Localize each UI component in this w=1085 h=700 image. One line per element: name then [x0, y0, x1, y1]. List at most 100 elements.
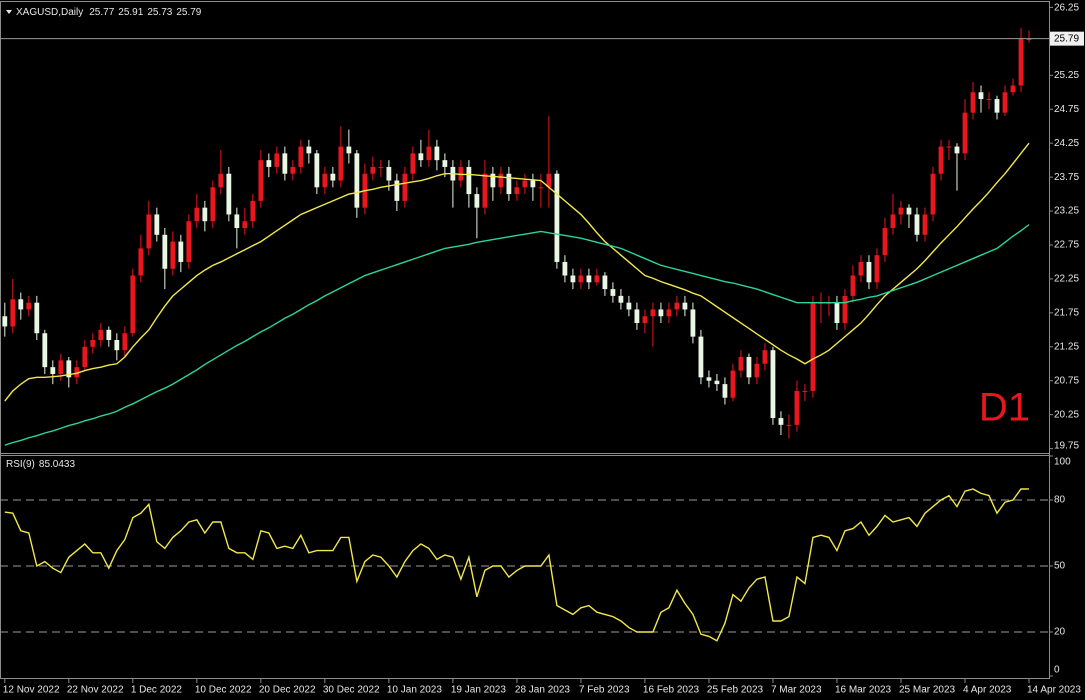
candle-body — [1026, 38, 1032, 41]
candle-body — [74, 367, 80, 378]
candle-body — [522, 180, 528, 188]
candle-body — [786, 424, 792, 426]
candle-body — [602, 275, 608, 290]
candle-body — [298, 146, 304, 167]
candle-body — [610, 289, 616, 296]
candle-body — [986, 99, 992, 101]
y-tick-label: 24.75 — [1054, 104, 1079, 115]
y-tick-label: 20 — [1054, 627, 1066, 638]
candle-body — [162, 234, 168, 269]
candle-body — [594, 275, 600, 283]
candle-body — [666, 309, 672, 317]
candle-body — [642, 316, 648, 324]
candle-body — [130, 275, 136, 334]
candle-body — [506, 173, 512, 195]
candle-body — [490, 173, 496, 188]
y-tick-label: 24.25 — [1054, 138, 1079, 149]
candle-body — [26, 302, 32, 310]
candle-body — [802, 390, 808, 392]
symbol: XAGUSD,Daily — [16, 7, 83, 18]
candle-body — [722, 384, 728, 398]
candle-body — [394, 180, 400, 201]
candle-body — [114, 340, 120, 351]
chart-header: XAGUSD,Daily 25.77 25.91 25.73 25.79 — [16, 7, 202, 18]
candle-body — [538, 187, 544, 189]
candle-body — [138, 248, 144, 276]
candle-body — [242, 221, 248, 229]
candle-body — [770, 350, 776, 419]
candle-body — [690, 309, 696, 337]
timeframe-label: D1 — [979, 386, 1030, 430]
candle-body — [626, 302, 632, 310]
ohlc-close: 25.79 — [176, 7, 201, 18]
y-tick-label: 26.25 — [1054, 3, 1079, 14]
candle-body — [386, 166, 392, 181]
candle-body — [58, 360, 64, 374]
candle-body — [1010, 85, 1016, 93]
y-tick-label: 22.25 — [1054, 274, 1079, 285]
price-tag-label: 25.79 — [1054, 33, 1079, 44]
candle-body — [50, 367, 56, 374]
candle-body — [410, 153, 416, 174]
candle-body — [970, 92, 976, 113]
candle-body — [226, 173, 232, 215]
candle-body — [650, 309, 656, 317]
candle-body — [938, 146, 944, 174]
x-tick-label: 20 Dec 2022 — [259, 685, 316, 696]
rsi-line — [4, 488, 1030, 642]
candle-body — [714, 380, 720, 385]
candle-body — [922, 214, 928, 235]
candle-body — [2, 316, 8, 327]
candle-body — [434, 146, 440, 161]
candle-body — [890, 214, 896, 229]
candle-body — [210, 187, 216, 222]
candle-body — [698, 336, 704, 378]
candle-body — [306, 146, 312, 154]
candle-body — [546, 173, 552, 188]
candle-body — [914, 214, 920, 235]
y-tick-label: 23.25 — [1054, 206, 1079, 217]
x-tick-label: 7 Feb 2023 — [579, 685, 630, 696]
y-tick-label: 80 — [1054, 495, 1066, 506]
candle-body — [258, 160, 264, 201]
x-tick-label: 25 Mar 2023 — [899, 685, 956, 696]
indicator-header: RSI(9) 85.0433 — [6, 459, 75, 470]
candle-body — [978, 92, 984, 100]
candle-body — [866, 261, 872, 283]
y-tick-label: 23.75 — [1054, 172, 1079, 183]
candle-body — [482, 173, 488, 208]
candle-body — [274, 153, 280, 167]
x-tick-label: 16 Feb 2023 — [643, 685, 700, 696]
x-tick-label: 1 Dec 2022 — [131, 685, 183, 696]
candle-body — [738, 356, 744, 371]
candle-body — [354, 153, 360, 208]
candle-body — [266, 160, 272, 167]
candle-body — [314, 153, 320, 188]
moving-average-line — [4, 224, 1030, 446]
candle-body — [514, 187, 520, 195]
candle-body — [898, 207, 904, 215]
indicator-value: 85.0433 — [39, 459, 76, 470]
y-tick-label: 19.75 — [1054, 441, 1079, 452]
y-tick-label: 22.75 — [1054, 240, 1079, 251]
candle-body — [34, 302, 40, 334]
candle-body — [282, 153, 288, 174]
ohlc-low: 25.73 — [147, 7, 172, 18]
y-tick-label: 20.25 — [1054, 409, 1079, 420]
candle-body — [778, 418, 784, 425]
candle-body — [586, 275, 592, 283]
moving-average-line — [4, 142, 1030, 402]
candle-body — [418, 153, 424, 161]
x-tick-label: 7 Mar 2023 — [771, 685, 822, 696]
ohlc-high: 25.91 — [118, 7, 143, 18]
candle-body — [10, 299, 16, 327]
candle-body — [466, 166, 472, 195]
y-tick-label: 25.25 — [1054, 70, 1079, 81]
candle-body — [402, 173, 408, 201]
candle-body — [370, 166, 376, 174]
y-tick-label: 0 — [1054, 665, 1060, 676]
candle-body — [746, 356, 752, 378]
candle-body — [98, 329, 104, 341]
candle-body — [42, 333, 48, 368]
